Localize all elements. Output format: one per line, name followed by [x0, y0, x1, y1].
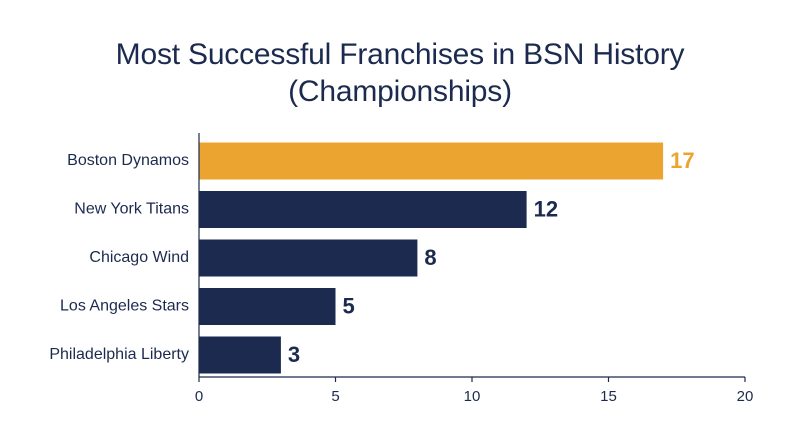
bar	[199, 142, 664, 180]
bar	[199, 191, 527, 228]
x-tick-label: 5	[331, 388, 339, 405]
value-label: 12	[534, 196, 558, 221]
bar	[199, 288, 336, 325]
bar	[199, 239, 418, 277]
chart-title-line2: (Championships)	[288, 75, 512, 108]
value-label: 8	[424, 245, 436, 270]
x-tick-label: 20	[737, 388, 754, 405]
bar	[199, 336, 281, 374]
value-label: 5	[343, 293, 355, 318]
x-tick-label: 10	[464, 388, 481, 405]
category-label: Los Angeles Stars	[60, 298, 189, 315]
value-label: 17	[670, 148, 694, 173]
value-label: 3	[288, 342, 300, 367]
category-label: New York Titans	[74, 201, 189, 218]
category-label: Boston Dynamos	[67, 152, 189, 169]
x-tick-label: 0	[195, 388, 203, 405]
chart-title: Most Successful Franchises in BSN Histor…	[0, 36, 800, 110]
category-label: Chicago Wind	[89, 249, 189, 266]
chart-title-line1: Most Successful Franchises in BSN Histor…	[115, 38, 685, 71]
x-tick-label: 15	[600, 388, 617, 405]
category-label: Philadelphia Liberty	[49, 346, 189, 363]
